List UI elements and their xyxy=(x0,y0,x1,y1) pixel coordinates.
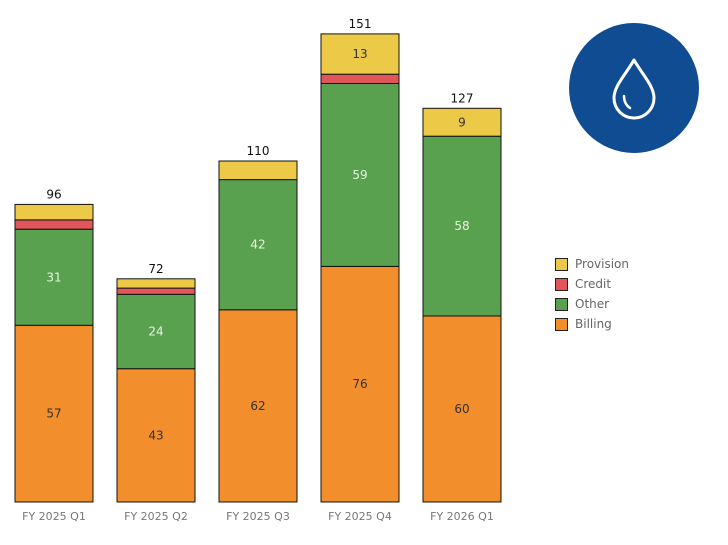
legend-swatch xyxy=(555,277,568,291)
total-label: 72 xyxy=(148,262,163,276)
legend-swatch xyxy=(555,297,568,311)
data-label: 31 xyxy=(46,270,61,284)
bar-segment-billing xyxy=(116,368,196,503)
legend-label: Other xyxy=(575,297,610,311)
data-label: 58 xyxy=(454,219,469,233)
bar-segment-billing xyxy=(14,324,94,503)
legend-label: Provision xyxy=(575,257,630,271)
data-label: 60 xyxy=(454,402,469,416)
legend-label: Billing xyxy=(575,317,612,331)
data-label: 9 xyxy=(458,115,466,129)
bar-segment-other xyxy=(14,228,94,326)
legend-swatch xyxy=(555,317,568,331)
data-label: 43 xyxy=(148,428,163,442)
legend-item-billing: Billing xyxy=(555,314,629,334)
data-label: 42 xyxy=(250,238,265,252)
data-label: 62 xyxy=(250,399,265,413)
x-tick-label: FY 2025 Q1 xyxy=(22,510,86,523)
bar-segment-provision xyxy=(422,107,502,137)
bar-segment-credit xyxy=(14,219,94,230)
bar-segment-provision xyxy=(116,278,196,289)
legend-item-other: Other xyxy=(555,294,629,314)
data-label: 57 xyxy=(46,407,61,421)
legend-item-provision: Provision xyxy=(555,254,629,274)
total-label: 96 xyxy=(46,187,61,201)
legend-item-credit: Credit xyxy=(555,274,629,294)
total-label: 151 xyxy=(349,17,372,31)
bar-segment-other xyxy=(422,135,502,317)
data-label: 24 xyxy=(148,325,163,339)
water-drop-highlight xyxy=(622,94,632,110)
x-tick-label: FY 2025 Q2 xyxy=(124,510,188,523)
water-drop-icon-bg xyxy=(569,23,699,153)
legend-swatch xyxy=(555,257,568,271)
bar-segment-credit xyxy=(320,73,400,84)
x-tick-label: FY 2025 Q4 xyxy=(328,510,392,523)
bar-segment-credit xyxy=(116,287,196,295)
water-drop-icon xyxy=(612,58,656,120)
bar-segment-billing xyxy=(422,315,502,503)
data-label: 59 xyxy=(352,168,367,182)
x-tick-label: FY 2026 Q1 xyxy=(430,510,494,523)
bar-segment-provision xyxy=(14,203,94,221)
bar-segment-other xyxy=(218,179,298,311)
total-label: 127 xyxy=(451,91,474,105)
x-tick-label: FY 2025 Q3 xyxy=(226,510,290,523)
legend-label: Credit xyxy=(575,277,612,291)
bar-segment-other xyxy=(320,83,400,267)
data-label: 13 xyxy=(352,47,367,61)
bar-segment-other xyxy=(116,293,196,370)
bar-segment-provision xyxy=(218,160,298,181)
bar-segment-billing xyxy=(320,265,400,503)
data-label: 76 xyxy=(352,377,367,391)
bar-segment-provision xyxy=(320,33,400,75)
legend: Provision Credit Other Billing xyxy=(555,254,629,334)
bar-segment-billing xyxy=(218,309,298,503)
total-label: 110 xyxy=(247,144,270,158)
